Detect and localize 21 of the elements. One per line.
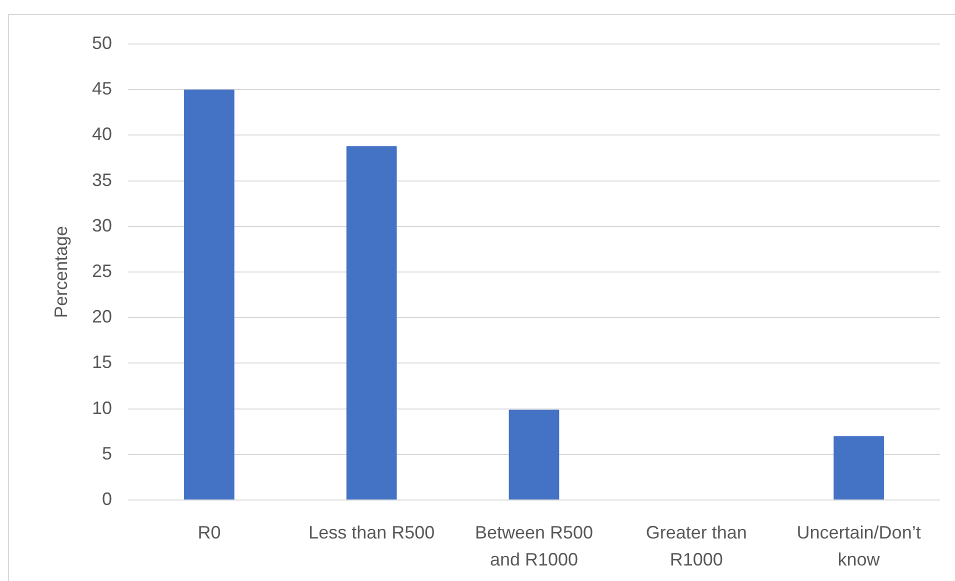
bar [346,146,397,500]
y-tick-label: 50 [92,32,112,53]
x-tick-label: R0 [198,522,221,542]
y-tick-label: 30 [92,215,112,236]
y-tick-label: 0 [102,488,112,509]
bar [184,90,234,500]
y-tick-label: 40 [92,124,112,144]
x-tick-label: Between R500 and R1000 [474,522,594,570]
y-axis-title: Percentage [50,226,71,318]
x-tick-label: Less than R500 [308,522,435,542]
y-tick-label: 10 [92,398,112,418]
x-tick-label: Greater than R1000 [646,522,747,570]
bar [834,436,884,500]
y-tick-label: 15 [92,352,112,372]
bar [508,410,560,500]
y-tick-label: 25 [92,260,112,281]
y-tick-label: 5 [102,443,112,464]
y-tick-label: 20 [92,306,112,327]
y-tick-label: 45 [92,78,112,99]
x-tick-label: Uncertain/Don’t know [796,522,921,570]
y-tick-label: 35 [92,170,112,190]
